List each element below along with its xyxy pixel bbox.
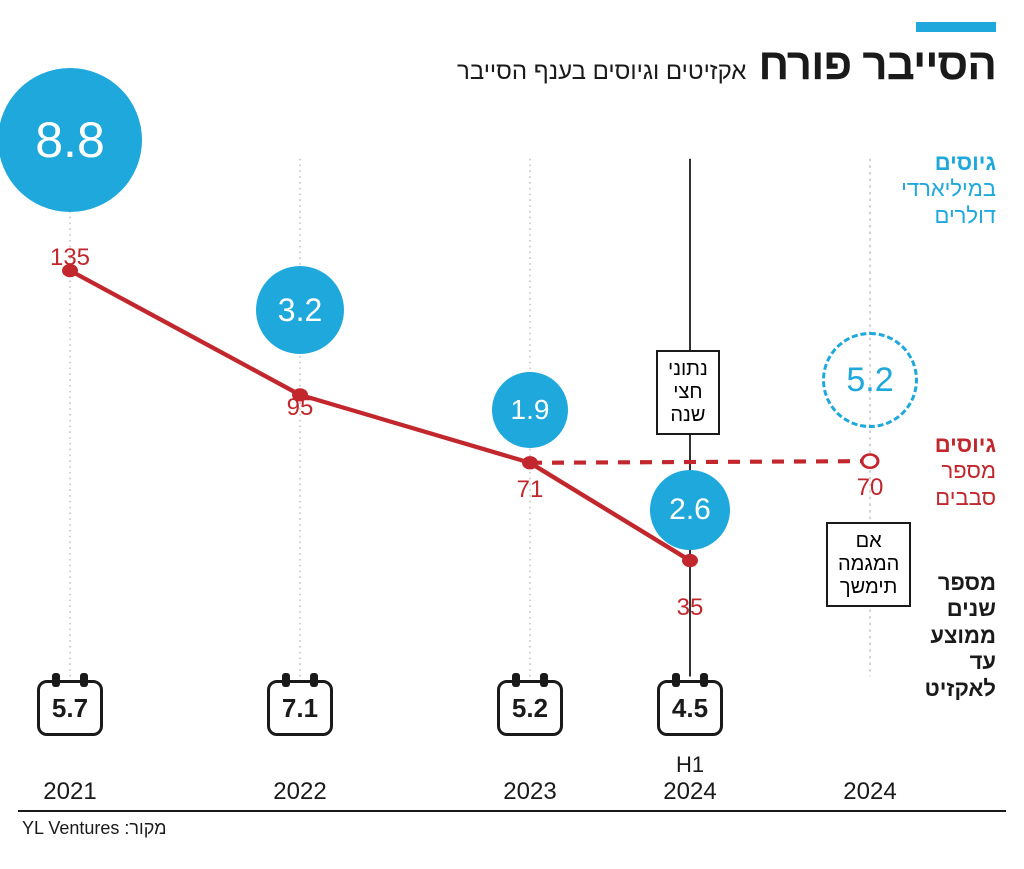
x-axis-year: 2024 bbox=[820, 778, 920, 806]
accent-bar bbox=[916, 22, 996, 32]
x-axis-year: 2021 bbox=[20, 778, 120, 806]
funding-bubble-projected: 5.2 bbox=[822, 332, 918, 428]
x-axis-year: 2024 bbox=[640, 778, 740, 806]
funding-bubble: 2.6 bbox=[650, 470, 730, 550]
funding-bubble: 8.8 bbox=[0, 68, 142, 212]
rounds-count-label: 70 bbox=[840, 474, 900, 502]
x-axis-year: 2023 bbox=[480, 778, 580, 806]
source-value: YL Ventures bbox=[22, 818, 119, 838]
rounds-count-label: 71 bbox=[500, 476, 560, 504]
source-label: מקור: bbox=[124, 818, 166, 838]
avg-years-calendar: 4.5 bbox=[657, 680, 723, 736]
calendar-icon: 7.1 bbox=[267, 680, 333, 736]
avg-years-calendar: 7.1 bbox=[267, 680, 333, 736]
avg-years-calendar: 5.2 bbox=[497, 680, 563, 736]
source-line: מקור: YL Ventures bbox=[22, 818, 167, 839]
callout-projection: אםהמגמהתימשך bbox=[826, 522, 911, 607]
funding-bubble: 3.2 bbox=[256, 266, 344, 354]
callout-half-year: נתוניחצישנה bbox=[656, 350, 720, 435]
calendar-icon: 5.7 bbox=[37, 680, 103, 736]
calendar-icon: 5.2 bbox=[497, 680, 563, 736]
rounds-count-label: 95 bbox=[270, 394, 330, 422]
x-axis-h1-label: H1 bbox=[660, 752, 720, 778]
x-axis-year: 2022 bbox=[250, 778, 350, 806]
funding-bubble: 1.9 bbox=[492, 372, 568, 448]
rounds-count-label: 35 bbox=[660, 594, 720, 622]
footer-rule bbox=[18, 810, 1006, 812]
avg-years-calendar: 5.7 bbox=[37, 680, 103, 736]
calendar-icon: 4.5 bbox=[657, 680, 723, 736]
rounds-count-label: 135 bbox=[40, 244, 100, 272]
